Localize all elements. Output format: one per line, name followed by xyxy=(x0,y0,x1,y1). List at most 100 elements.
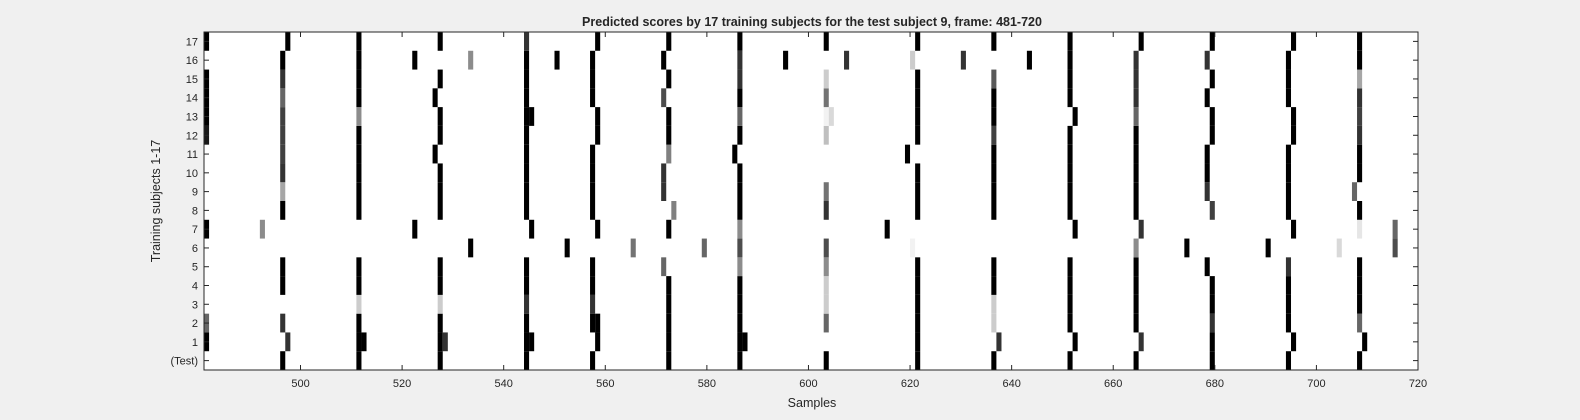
heatmap-cell xyxy=(991,351,997,370)
heatmap-cell xyxy=(356,351,362,370)
heatmap-cell xyxy=(823,32,829,51)
heatmap-cell xyxy=(529,107,535,126)
heatmap-cell xyxy=(1357,50,1363,70)
heatmap-cell xyxy=(356,32,362,51)
x-tick-label: 600 xyxy=(799,378,817,390)
heatmap-cell xyxy=(280,313,286,333)
x-tick-label: 720 xyxy=(1409,378,1427,390)
x-tick-label: 540 xyxy=(495,378,513,390)
heatmap-cell xyxy=(630,238,636,258)
heatmap-cell xyxy=(356,294,362,314)
x-tick-label: 680 xyxy=(1206,378,1224,390)
heatmap-cell xyxy=(1357,276,1363,295)
heatmap-cell xyxy=(991,144,997,164)
y-tick-label: 10 xyxy=(186,168,198,180)
heatmap-cell xyxy=(356,332,362,352)
heatmap-cell xyxy=(590,276,596,295)
y-tick-label: 17 xyxy=(186,36,198,48)
heatmap-cell xyxy=(991,182,997,201)
heatmap-cell xyxy=(524,144,530,164)
heatmap-cell xyxy=(960,50,966,70)
heatmap-cell xyxy=(356,107,362,126)
heatmap-cell xyxy=(1285,313,1292,333)
heatmap-cell xyxy=(1133,163,1139,183)
heatmap-cell xyxy=(1067,294,1073,314)
heatmap-cell xyxy=(1204,144,1210,164)
heatmap-cell xyxy=(437,163,443,183)
heatmap-cell xyxy=(828,107,834,126)
heatmap-cell xyxy=(590,313,596,333)
heatmap-cell xyxy=(823,351,829,370)
plot-background xyxy=(204,32,1418,370)
heatmap-cell xyxy=(1072,107,1078,126)
heatmap-cell xyxy=(524,294,530,314)
heatmap-cell xyxy=(524,276,530,295)
heatmap-cell xyxy=(1291,125,1297,145)
heatmap-cell xyxy=(1357,125,1363,145)
heatmap-cell xyxy=(1204,182,1210,201)
heatmap-cell xyxy=(1392,219,1398,239)
heatmap-cell xyxy=(823,107,829,126)
y-tick-label: 8 xyxy=(192,205,198,217)
heatmap-cell xyxy=(1133,238,1139,258)
heatmap-cell xyxy=(666,144,672,164)
heatmap-cell xyxy=(671,201,677,220)
heatmap-cell xyxy=(666,32,672,51)
heatmap-cell xyxy=(1285,144,1292,164)
heatmap-cell xyxy=(666,276,672,295)
heatmap-cell xyxy=(1362,332,1368,352)
heatmap-cell xyxy=(991,276,997,295)
heatmap-cell xyxy=(661,50,667,70)
chart-title: Predicted scores by 17 training subjects… xyxy=(582,15,1042,29)
heatmap-cell xyxy=(280,50,286,70)
heatmap-cell xyxy=(524,332,530,352)
heatmap-cell xyxy=(590,294,596,314)
heatmap-cell xyxy=(1209,276,1215,295)
plot-frame xyxy=(203,31,1419,371)
heatmap-cell xyxy=(1138,332,1144,352)
heatmap-cell xyxy=(437,351,443,370)
heatmap-cell xyxy=(1072,332,1078,352)
heatmap-cell xyxy=(524,69,530,89)
heatmap-cell xyxy=(590,182,596,201)
heatmap-cell xyxy=(437,182,443,201)
heatmap-cell xyxy=(991,313,997,333)
heatmap-cell xyxy=(666,294,672,314)
heatmap-cell xyxy=(356,144,362,164)
x-axis-ticks: 500 520 540 560 580 600 620 640 660 680 700 720 xyxy=(291,32,1427,390)
heatmap-cell xyxy=(437,32,443,51)
heatmap-cell xyxy=(437,294,443,314)
heatmap-cell xyxy=(915,69,921,89)
heatmap-cell xyxy=(823,201,829,220)
heatmap-cell xyxy=(595,32,601,51)
heatmap-cell xyxy=(737,294,743,314)
x-tick-label: 580 xyxy=(698,378,716,390)
heatmap-cell xyxy=(1357,32,1363,51)
heatmap-cell xyxy=(991,201,997,220)
heatmap-cell xyxy=(361,332,367,352)
heatmap-cell xyxy=(1357,163,1363,183)
heatmap-cell xyxy=(1133,313,1139,333)
heatmap-cell xyxy=(910,238,916,258)
heatmap-cell xyxy=(991,257,997,277)
heatmap-cell xyxy=(356,50,362,70)
heatmap-cell xyxy=(742,332,748,352)
heatmap-cell xyxy=(356,201,362,220)
heatmap-cell xyxy=(732,144,738,164)
heatmap-cell xyxy=(1209,313,1215,333)
heatmap-cell xyxy=(661,163,667,183)
x-tick-label: 640 xyxy=(1002,378,1020,390)
heatmap-cell xyxy=(524,163,530,183)
heatmap-cell xyxy=(737,50,743,70)
heatmap-cell xyxy=(666,351,672,370)
heatmap-cell xyxy=(356,69,362,89)
heatmap-cell xyxy=(661,182,667,201)
heatmap-cell xyxy=(1067,276,1073,295)
heatmap-cell xyxy=(1285,201,1292,220)
heatmap-cell xyxy=(280,276,286,295)
heatmap-cell xyxy=(1285,69,1292,89)
heatmap-cell xyxy=(524,351,530,370)
heatmap-cell xyxy=(666,219,672,239)
